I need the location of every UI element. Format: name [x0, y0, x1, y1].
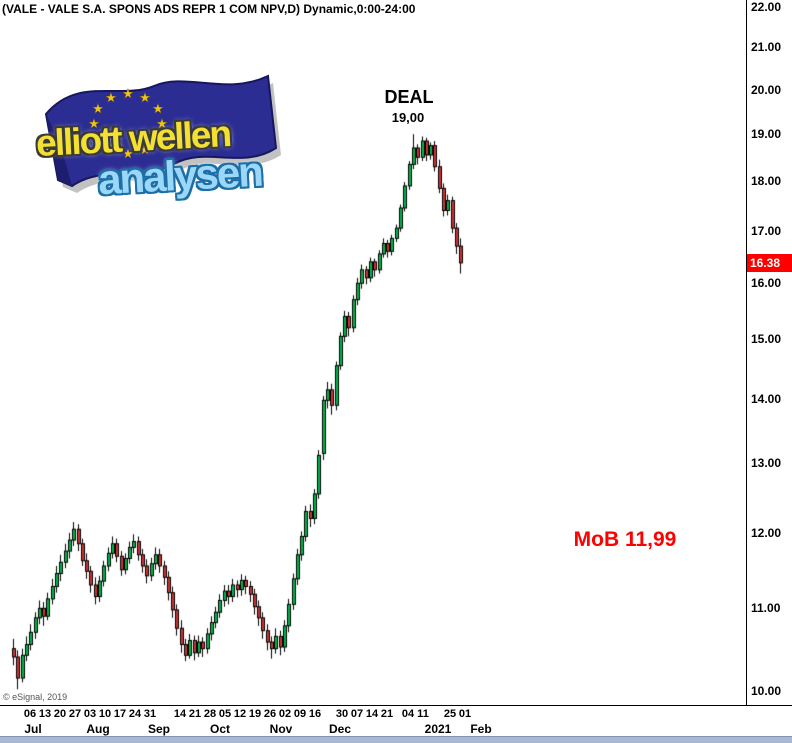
- date-tick-label: 03: [83, 708, 97, 720]
- svg-text:★: ★: [92, 131, 104, 146]
- date-tick-label: 19: [248, 708, 262, 720]
- month-tick-label: Oct: [209, 722, 231, 736]
- svg-text:★: ★: [139, 90, 151, 105]
- date-tick-label: 21: [380, 708, 394, 720]
- date-tick-label: 17: [113, 708, 127, 720]
- date-tick-label: 11: [417, 708, 429, 720]
- date-tick-label: 13: [38, 708, 52, 720]
- date-tick-label: 16: [308, 708, 322, 720]
- date-tick-label: 04: [401, 708, 415, 720]
- logo-text-analysen: analysen: [96, 147, 263, 204]
- date-tick-label: 28: [203, 708, 217, 720]
- date-tick-label: 26: [263, 708, 277, 720]
- price-tick-label: 21.00: [751, 40, 782, 55]
- date-tick-label: 01: [458, 708, 472, 720]
- svg-text:★: ★: [122, 86, 134, 101]
- date-tick-label: 14: [365, 708, 379, 720]
- price-tick-label: 11.00: [751, 601, 781, 616]
- price-tick-label: 17.00: [751, 223, 782, 238]
- price-tick-label: 14.00: [751, 392, 782, 407]
- price-tick-label: 19.00: [751, 127, 782, 142]
- date-tick-label: 25: [443, 708, 457, 720]
- last-price-badge: 16.38: [747, 253, 792, 272]
- esignal-copyright: © eSignal, 2019: [3, 692, 68, 702]
- date-tick-label: 07: [350, 708, 364, 720]
- deal-annotation: DEAL: [384, 87, 434, 107]
- price-tick-label: 18.00: [751, 174, 782, 189]
- price-tick-label: 15.00: [751, 332, 782, 347]
- window-bottom-edge: [0, 736, 792, 743]
- date-tick-label: 27: [68, 708, 82, 720]
- svg-text:★: ★: [152, 101, 164, 116]
- svg-text:★: ★: [122, 146, 134, 161]
- month-tick-label: Nov: [269, 722, 293, 736]
- mob-target-annotation: MoB 11,99: [573, 528, 677, 551]
- date-tick-label: 06: [23, 708, 37, 720]
- price-tick-label: 10.00: [751, 684, 782, 698]
- date-tick-label: 31: [143, 708, 157, 720]
- time-axis-border: [0, 705, 792, 706]
- svg-text:★: ★: [105, 142, 117, 157]
- svg-text:★: ★: [139, 142, 151, 157]
- date-tick-label: 21: [188, 708, 202, 720]
- date-tick-label: 09: [293, 708, 307, 720]
- price-tick-label: 16.00: [751, 276, 782, 291]
- price-tick-label: 22.00: [751, 0, 782, 14]
- svg-text:★: ★: [105, 90, 117, 105]
- svg-text:★: ★: [152, 131, 164, 146]
- month-tick-label: Jul: [24, 722, 42, 736]
- deal-price-annotation: 19,00: [391, 110, 425, 125]
- date-tick-label: 30: [335, 708, 349, 720]
- month-tick-label: Sep: [147, 722, 171, 736]
- elliott-wellen-logo: ★ ★ ★ ★ ★ ★ ★ ★ ★ ★ ★ ★ elliott wellen analysen: [28, 56, 298, 221]
- date-tick-label: 14: [173, 708, 187, 720]
- eu-flag-icon: ★ ★★ ★★★ ★★★ ★★★: [44, 74, 281, 193]
- date-tick-label: 12: [233, 708, 247, 720]
- price-axis-border: [746, 0, 747, 705]
- price-tick-label: 13.00: [751, 456, 782, 471]
- date-tick-label: 20: [53, 708, 67, 720]
- date-tick-label: 10: [98, 708, 112, 720]
- date-tick-label: 24: [128, 708, 142, 720]
- month-tick-label: Feb: [470, 722, 492, 736]
- price-tick-label: 12.00: [751, 525, 782, 540]
- month-tick-label: 2021: [424, 722, 452, 736]
- date-tick-label: 05: [218, 708, 232, 720]
- price-tick-label: 20.00: [751, 82, 782, 97]
- month-tick-label: Dec: [328, 722, 352, 736]
- date-tick-label: 02: [278, 708, 292, 720]
- svg-text:★: ★: [88, 116, 100, 131]
- svg-text:★: ★: [156, 116, 168, 131]
- svg-text:★: ★: [92, 101, 104, 116]
- month-tick-label: Aug: [86, 722, 110, 736]
